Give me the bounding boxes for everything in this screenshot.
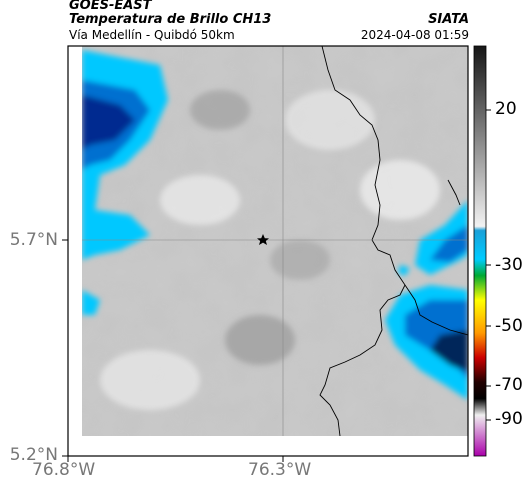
map-area <box>82 46 468 436</box>
cold-cloud-east <box>385 200 468 400</box>
region-border-2 <box>404 284 468 336</box>
satellite-name: GOES-EAST <box>69 0 152 13</box>
organization-label: SIATA <box>428 12 469 27</box>
timestamp: 2024-04-08 01:59 <box>360 28 469 42</box>
colorbar-tick-label: -70 <box>495 375 523 395</box>
lon-tick-label: 76.8°W <box>32 460 96 480</box>
colorbar-tick-label: -90 <box>495 409 523 429</box>
colorbar-tick-label: 20 <box>495 99 517 119</box>
colorbar <box>473 45 491 457</box>
region-subtitle: Vía Medellín - Quibdó 50km <box>69 28 235 42</box>
lon-tick-label: 76.3°W <box>248 460 312 480</box>
region-border <box>319 46 406 436</box>
region-border-3 <box>447 179 461 206</box>
colorbar-tick-label: -30 <box>495 255 523 275</box>
map-frame <box>67 45 469 457</box>
lat-tick-label: 5.2°N <box>9 445 58 465</box>
star-marker <box>257 234 269 245</box>
lat-tick-label: 5.7°N <box>9 230 58 250</box>
product-title: Temperatura de Brillo CH13 <box>69 12 272 27</box>
cold-cloud-northwest <box>82 50 168 315</box>
colorbar-tick-label: -50 <box>495 316 523 336</box>
